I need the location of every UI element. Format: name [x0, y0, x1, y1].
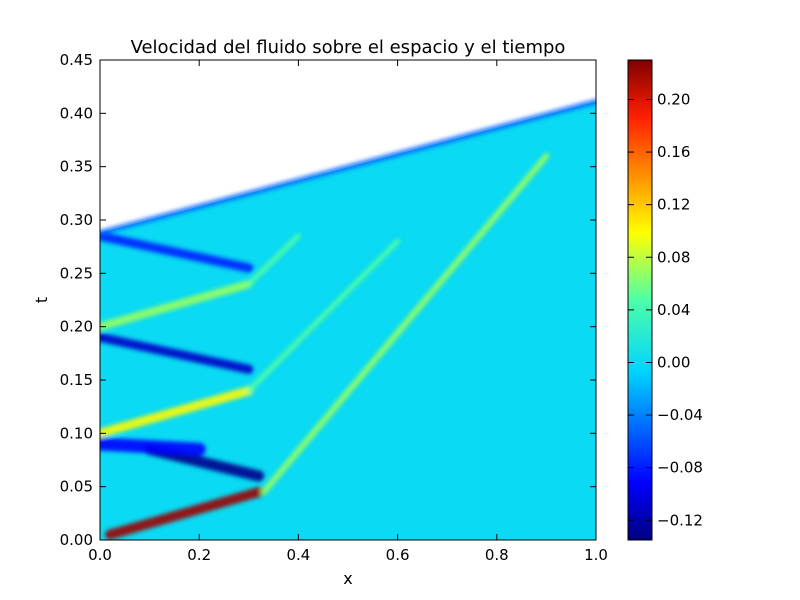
colorbar-tick-label: 0.08: [657, 248, 690, 266]
x-tick-label: 0.2: [187, 546, 211, 564]
colorbar-tick-label: 0.04: [657, 301, 690, 319]
x-axis-label: x: [343, 569, 352, 588]
velocity-feature: [100, 332, 254, 374]
y-tick-label: 0.40: [60, 104, 93, 122]
x-tick-label: 1.0: [584, 546, 608, 564]
colorbar-tick-label: 0.00: [657, 353, 690, 371]
y-tick-label: 0.25: [60, 264, 93, 282]
colorbar-tick-label: −0.08: [657, 459, 703, 477]
y-tick-label: 0.00: [60, 531, 93, 549]
colorbar-bar: [627, 59, 653, 541]
x-tick-label: 0.8: [485, 546, 509, 564]
x-tick-label: 0.4: [286, 546, 310, 564]
colorbar-tick-label: 0.16: [657, 143, 690, 161]
colorbar-tick-label: 0.12: [657, 196, 690, 214]
x-tick-label: 0.0: [88, 546, 112, 564]
colorbar-tick-label: 0.20: [657, 90, 690, 108]
y-axis: 0.00 0.05 0.10 0.15 0.20 0.25 0.30 0.35 0.40 0.45: [60, 51, 596, 549]
y-tick-label: 0.30: [60, 211, 93, 229]
velocity-feature: [246, 238, 401, 394]
y-tick-label: 0.35: [60, 158, 93, 176]
velocity-field: [100, 101, 596, 540]
plot-frame: [99, 59, 597, 541]
y-tick-label: 0.15: [60, 371, 93, 389]
x-axis: 0.0 0.2 0.4 0.6 0.8 1.0: [88, 60, 608, 564]
velocity-feature: [100, 386, 254, 438]
velocity-feature: [100, 231, 254, 273]
colorbar-ticks: 0.20 0.16 0.12 0.08 0.04 0.00 −0.04 −0.08 −0.12: [628, 90, 703, 529]
velocity-feature: [246, 233, 301, 287]
velocity-feature: [104, 487, 264, 540]
velocity-feature: [100, 280, 253, 331]
velocity-features: [100, 99, 596, 540]
y-tick-label: 0.45: [60, 51, 93, 69]
velocity-feature: [100, 437, 206, 456]
velocity-feature: [260, 153, 550, 495]
x-tick-label: 0.6: [386, 546, 410, 564]
colorbar-tick-label: −0.12: [657, 511, 703, 529]
y-tick-label: 0.10: [60, 424, 93, 442]
chart-title: Velocidad del fluido sobre el espacio y …: [131, 37, 566, 58]
y-tick-label: 0.20: [60, 318, 93, 336]
colorbar-tick-label: −0.04: [657, 406, 703, 424]
velocity-feature: [100, 99, 596, 236]
y-tick-label: 0.05: [60, 478, 93, 496]
y-axis-label: t: [32, 297, 51, 303]
plot-area: [100, 99, 596, 540]
colorbar: 0.20 0.16 0.12 0.08 0.04 0.00 −0.04 −0.08 −0.12: [627, 59, 703, 541]
